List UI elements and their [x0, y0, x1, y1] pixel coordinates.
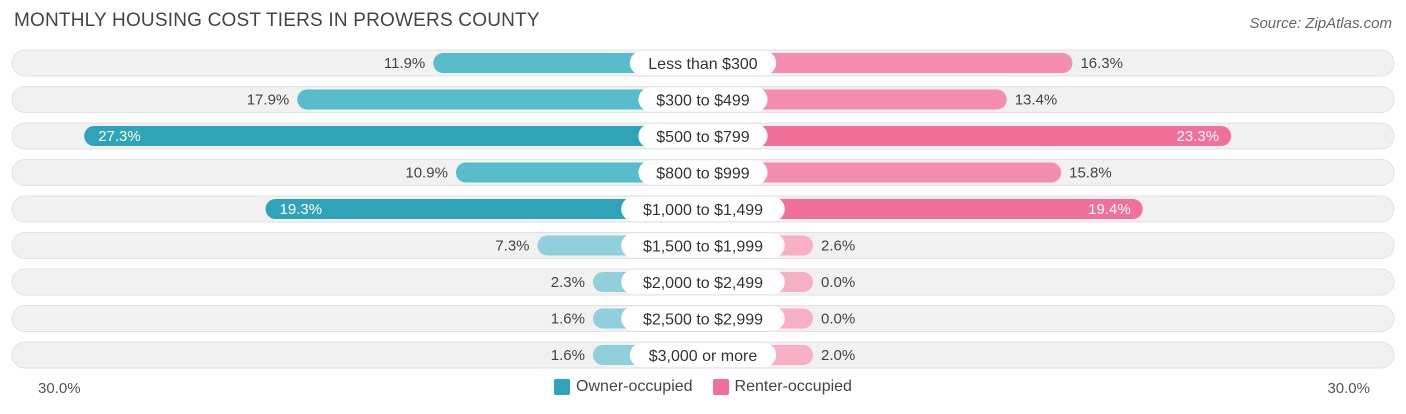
- owner-value-label: 17.9%: [247, 92, 290, 109]
- category-pill: [638, 160, 768, 185]
- renter-bar: [703, 89, 1007, 110]
- renter-value-label: 16.3%: [1080, 55, 1123, 72]
- category-label: $1,000 to $1,499: [643, 202, 763, 219]
- category-pill: [621, 270, 785, 294]
- renter-bar: [703, 53, 1073, 73]
- owner-value-label: 1.6%: [551, 311, 585, 328]
- category-label: $3,000 or more: [649, 348, 758, 365]
- chart-title: MONTHLY HOUSING COST TIERS IN PROWERS CO…: [14, 10, 540, 31]
- category-label: $500 to $799: [656, 129, 750, 146]
- renter-value-label: 19.4%: [1088, 201, 1131, 218]
- axis-right-label: 30.0%: [1327, 380, 1370, 397]
- source-note: Source: ZipAtlas.com: [1249, 15, 1392, 32]
- legend-owner: Owner-occupied: [554, 378, 693, 396]
- category-pill: [629, 343, 777, 367]
- renter-value-label: 0.0%: [821, 311, 855, 328]
- owner-value-label: 7.3%: [495, 238, 529, 255]
- legend-renter-label: Renter-occupied: [734, 378, 852, 395]
- category-pill: [638, 124, 768, 148]
- legend: Owner-occupied Renter-occupied: [0, 378, 1406, 396]
- legend-renter: Renter-occupied: [712, 378, 852, 396]
- owner-value-label: 11.9%: [384, 55, 425, 72]
- category-label: $1,500 to $1,999: [643, 239, 763, 256]
- owner-value-label: 10.9%: [405, 165, 448, 182]
- axis-left-label: 30.0%: [38, 380, 81, 397]
- category-label: $800 to $999: [656, 166, 750, 183]
- renter-bar: [703, 126, 1232, 146]
- owner-bar: [84, 126, 703, 146]
- category-label: $300 to $499: [656, 93, 750, 110]
- category-label: $2,500 to $2,999: [643, 312, 763, 329]
- legend-owner-swatch: [554, 379, 571, 395]
- category-pill: [621, 197, 785, 221]
- category-pill: [621, 306, 785, 331]
- owner-value-label: 27.3%: [98, 128, 141, 145]
- legend-owner-label: Owner-occupied: [576, 378, 693, 395]
- category-label: Less than $300: [648, 56, 758, 73]
- owner-bar: [297, 89, 703, 110]
- owner-bar: [265, 199, 703, 219]
- renter-value-label: 2.6%: [821, 238, 855, 255]
- legend-renter-swatch: [712, 379, 729, 395]
- category-label: $2,000 to $2,499: [643, 275, 763, 292]
- renter-value-label: 13.4%: [1015, 92, 1058, 109]
- category-pill: [638, 87, 768, 112]
- renter-value-label: 2.0%: [821, 347, 855, 364]
- owner-value-label: 19.3%: [280, 201, 323, 218]
- renter-bar: [703, 199, 1143, 219]
- category-pill: [629, 51, 777, 75]
- renter-value-label: 0.0%: [821, 274, 855, 291]
- category-pill: [621, 233, 785, 258]
- renter-value-label: 15.8%: [1069, 165, 1112, 182]
- owner-value-label: 1.6%: [551, 347, 585, 364]
- renter-bar: [703, 162, 1062, 183]
- renter-value-label: 23.3%: [1177, 128, 1220, 145]
- owner-value-label: 2.3%: [551, 274, 585, 291]
